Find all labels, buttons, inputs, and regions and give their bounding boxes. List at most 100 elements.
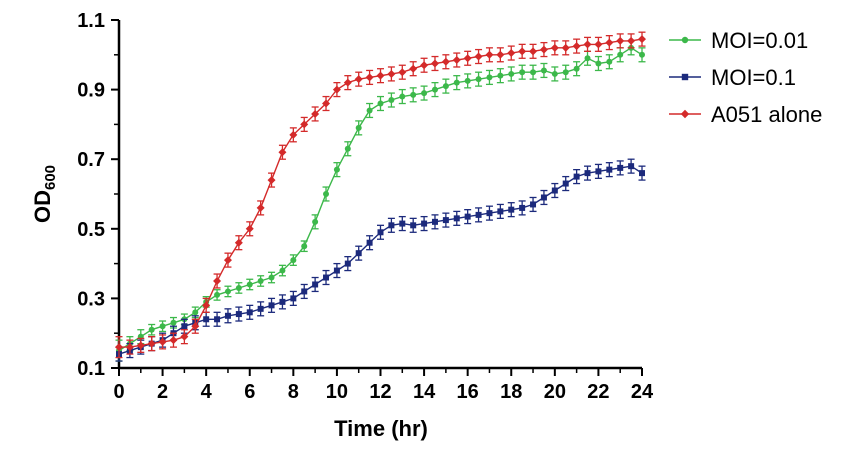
x-tick-label: 22 bbox=[587, 381, 609, 403]
data-point bbox=[301, 288, 308, 295]
x-tick-label: 20 bbox=[544, 381, 566, 403]
data-point bbox=[256, 203, 265, 212]
data-point bbox=[323, 274, 330, 281]
data-point bbox=[333, 267, 340, 274]
legend-item: MOI=0.01 bbox=[669, 28, 808, 53]
x-tick-label: 8 bbox=[288, 381, 299, 403]
data-point bbox=[366, 239, 373, 246]
legend-swatch-marker bbox=[681, 36, 689, 44]
legend-item: MOI=0.1 bbox=[669, 65, 796, 90]
data-point bbox=[562, 69, 569, 76]
data-point bbox=[430, 59, 439, 68]
data-point bbox=[354, 75, 363, 84]
x-tick-label: 0 bbox=[113, 381, 124, 403]
data-point bbox=[399, 220, 406, 227]
data-point bbox=[169, 336, 178, 345]
legend-item: A051 alone bbox=[669, 102, 822, 127]
data-point bbox=[181, 323, 188, 330]
data-point bbox=[616, 36, 625, 45]
data-point bbox=[540, 67, 547, 74]
data-point bbox=[530, 201, 537, 208]
data-point bbox=[234, 238, 243, 247]
data-point bbox=[147, 339, 156, 348]
data-point bbox=[410, 222, 417, 229]
y-tick-label: 0.7 bbox=[77, 149, 105, 171]
data-point bbox=[312, 281, 319, 288]
data-point bbox=[125, 343, 134, 352]
legend-swatch-marker bbox=[681, 73, 689, 81]
data-point bbox=[453, 79, 460, 86]
data-point bbox=[235, 311, 242, 318]
data-point bbox=[202, 301, 211, 310]
data-point bbox=[279, 298, 286, 305]
data-point bbox=[518, 47, 527, 56]
data-point bbox=[431, 86, 438, 93]
x-tick-label: 16 bbox=[457, 381, 479, 403]
data-point bbox=[617, 164, 624, 171]
y-tick-label: 0.1 bbox=[77, 358, 105, 380]
data-point bbox=[235, 284, 242, 291]
data-point bbox=[421, 220, 428, 227]
data-point bbox=[638, 35, 646, 44]
data-point bbox=[453, 215, 460, 222]
series-line bbox=[119, 38, 643, 348]
x-tick-label: 6 bbox=[244, 381, 255, 403]
data-point bbox=[279, 267, 286, 274]
data-point bbox=[508, 206, 515, 213]
data-point bbox=[573, 65, 580, 72]
data-point bbox=[245, 224, 254, 233]
data-point bbox=[463, 54, 472, 63]
data-point bbox=[606, 58, 613, 65]
data-point bbox=[170, 319, 177, 326]
data-point bbox=[355, 124, 362, 131]
y-axis-title-main: OD bbox=[30, 190, 55, 223]
data-point bbox=[268, 274, 275, 281]
data-point bbox=[573, 173, 580, 180]
data-point bbox=[333, 166, 340, 173]
x-tick-label: 4 bbox=[201, 381, 213, 403]
data-point bbox=[508, 70, 515, 77]
data-point bbox=[475, 211, 482, 218]
data-point bbox=[399, 93, 406, 100]
x-tick-label: 18 bbox=[500, 381, 522, 403]
data-point bbox=[529, 47, 538, 56]
data-point bbox=[595, 60, 602, 67]
data-point bbox=[366, 107, 373, 114]
data-point bbox=[301, 243, 308, 250]
data-point bbox=[595, 168, 602, 175]
data-point bbox=[442, 83, 449, 90]
data-point bbox=[158, 337, 167, 346]
data-point bbox=[562, 180, 569, 187]
data-point bbox=[551, 187, 558, 194]
data-point bbox=[628, 163, 635, 170]
data-point bbox=[486, 210, 493, 217]
data-point bbox=[398, 68, 407, 77]
legend-label: MOI=0.1 bbox=[711, 65, 796, 90]
data-point bbox=[519, 204, 526, 211]
data-point bbox=[605, 38, 614, 47]
y-tick-label: 0.3 bbox=[77, 288, 105, 310]
data-point bbox=[387, 69, 396, 78]
y-tick-label: 0.9 bbox=[77, 80, 105, 102]
x-tick-label: 10 bbox=[326, 381, 348, 403]
x-tick-label: 14 bbox=[413, 381, 436, 403]
data-point bbox=[257, 278, 264, 284]
data-point bbox=[452, 56, 461, 65]
data-point bbox=[496, 50, 505, 59]
data-point bbox=[148, 326, 155, 333]
data-point bbox=[322, 99, 331, 108]
data-point bbox=[257, 305, 264, 312]
data-point bbox=[584, 170, 591, 177]
y-tick-label: 0.5 bbox=[77, 219, 105, 241]
data-point bbox=[214, 316, 221, 323]
data-point bbox=[561, 43, 570, 52]
data-point bbox=[420, 61, 429, 70]
data-point bbox=[323, 191, 330, 197]
data-point bbox=[300, 120, 309, 129]
data-point bbox=[497, 208, 504, 215]
data-point bbox=[485, 50, 494, 59]
series-group bbox=[115, 31, 646, 362]
data-point bbox=[539, 45, 548, 54]
